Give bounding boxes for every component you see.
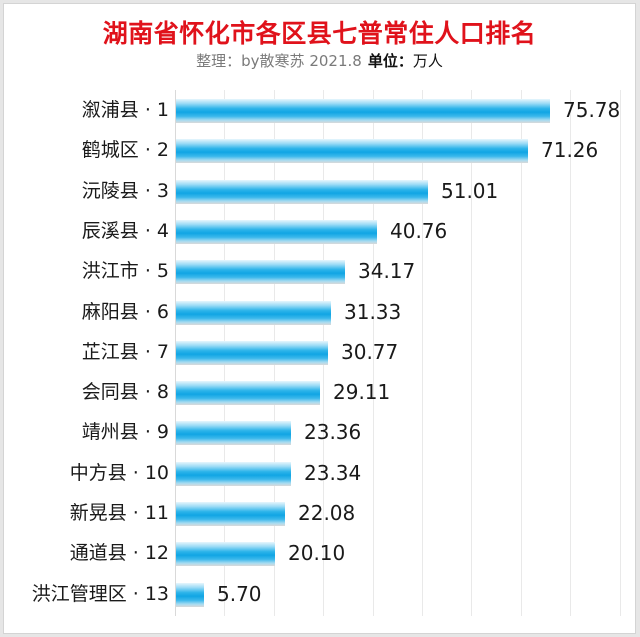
category-label: 中方县 · 10: [69, 462, 169, 484]
bar: [176, 260, 345, 284]
unit-value: 万人: [412, 52, 443, 70]
bar-row: 靖州县 · 9 23.36: [82, 412, 621, 452]
chart-subtitle: 整理：by散寒苏 2021.8 单位：万人: [4, 50, 635, 71]
gridline: [620, 90, 621, 616]
bar: [176, 583, 204, 607]
category-label: 沅陵县 · 3: [81, 180, 169, 202]
category-label: 溆浦县 · 1: [81, 99, 169, 121]
value-label: 20.10: [288, 541, 346, 565]
value-label: 23.34: [304, 461, 362, 485]
gridline: [521, 90, 522, 616]
bar: [176, 139, 528, 163]
value-label: 5.70: [217, 582, 262, 606]
bar: [176, 381, 320, 405]
bar-row: 芷江县 · 7 30.77: [82, 332, 621, 372]
subtitle-credit: 整理：by散寒苏 2021.8: [196, 52, 362, 70]
value-label: 23.36: [304, 420, 362, 444]
bar: [176, 180, 428, 204]
bar-row: 通道县 · 12 20.10: [70, 533, 621, 573]
bar-row: 洪江管理区 · 13 5.70: [32, 574, 621, 614]
bar-row: 溆浦县 · 1 75.78: [82, 90, 621, 130]
bar: [176, 341, 328, 365]
value-label: 22.08: [298, 501, 356, 525]
value-label: 75.78: [563, 98, 621, 122]
category-label: 新晃县 · 11: [69, 502, 169, 524]
bar-row: 麻阳县 · 6 31.33: [82, 292, 621, 332]
bar-row: 会同县 · 8 29.11: [82, 372, 621, 412]
gridline: [422, 90, 423, 616]
bar: [176, 502, 285, 526]
category-label: 辰溪县 · 4: [81, 220, 169, 242]
category-label: 鹤城区 · 2: [81, 139, 169, 161]
bar: [176, 220, 377, 244]
bar-row: 中方县 · 10 23.34: [70, 453, 621, 493]
category-label: 靖州县 · 9: [81, 421, 169, 443]
value-label: 29.11: [333, 380, 391, 404]
plot-area: 溆浦县 · 1 75.78 鹤城区 · 2 71.26 沅陵县 · 3 51.01 辰溪县 …: [32, 90, 621, 616]
value-label: 34.17: [358, 259, 416, 283]
category-label: 芷江县 · 7: [81, 341, 169, 363]
bar-row: 洪江市 · 5 34.17: [82, 251, 621, 291]
bar: [176, 462, 291, 486]
value-label: 51.01: [441, 179, 499, 203]
bar-row: 鹤城区 · 2 71.26: [82, 130, 621, 170]
bar: [176, 421, 291, 445]
chart-title: 湖南省怀化市各区县七普常住人口排名: [102, 19, 537, 48]
gridline: [471, 90, 472, 616]
value-label: 30.77: [341, 340, 399, 364]
category-label: 通道县 · 12: [69, 542, 169, 564]
bar-row: 辰溪县 · 4 40.76: [82, 211, 621, 251]
bar: [176, 542, 275, 566]
bar: [176, 301, 331, 325]
category-label: 麻阳县 · 6: [81, 301, 169, 323]
gridline: [373, 90, 374, 616]
category-label: 洪江管理区 · 13: [31, 583, 169, 605]
category-label: 洪江市 · 5: [81, 260, 169, 282]
value-label: 31.33: [344, 300, 402, 324]
bar-row: 沅陵县 · 3 51.01: [82, 171, 621, 211]
gridline: [570, 90, 571, 616]
value-label: 71.26: [541, 138, 599, 162]
unit-label: 单位：: [367, 52, 413, 70]
bar: [176, 99, 550, 123]
category-label: 会同县 · 8: [81, 381, 169, 403]
value-label: 40.76: [390, 219, 448, 243]
bar-row: 新晃县 · 11 22.08: [70, 493, 621, 533]
y-axis-line: [175, 90, 176, 616]
